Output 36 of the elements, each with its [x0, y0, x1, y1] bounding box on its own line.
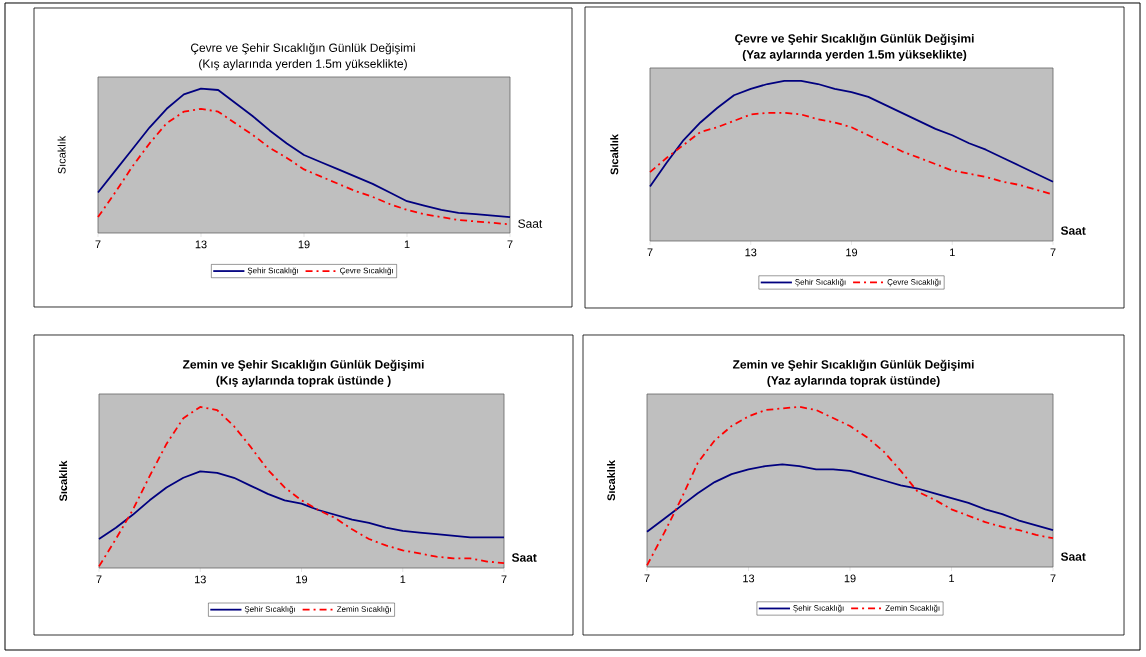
y-axis-title: Sıcaklık [57, 135, 66, 174]
x-tick-label: 7 [95, 240, 101, 249]
x-tick-label: 19 [296, 575, 308, 584]
x-tick-label: 19 [844, 574, 856, 583]
chart-title: Çevre ve Şehir Sıcaklığın Günlük Değişimi [735, 33, 974, 46]
y-axis-title: Sıcaklık [59, 460, 68, 502]
y-axis-title: Sıcaklık [607, 460, 616, 501]
x-tick-label: 7 [96, 575, 102, 584]
chart-title: Zemin ve Şehir Sıcaklığın Günlük Değişimi [732, 359, 974, 372]
x-axis-title: Saat [511, 553, 537, 562]
x-tick-label: 19 [298, 240, 310, 249]
x-tick-label: 13 [743, 574, 755, 583]
x-tick-label: 13 [745, 248, 757, 257]
x-tick-label: 7 [501, 575, 507, 584]
chart-subtitle: (Yaz aylarında yerden 1.5m yükseklikte) [742, 49, 967, 62]
x-axis-title: Saat [518, 219, 543, 228]
x-tick-label: 1 [400, 575, 406, 584]
x-tick-label: 13 [194, 575, 206, 584]
chart-title: Zemin ve Şehir Sıcaklığın Günlük Değişimi [182, 359, 424, 372]
x-tick-label: 7 [1050, 248, 1056, 257]
x-tick-label: 19 [846, 248, 858, 257]
y-axis-title: Sıcaklık [610, 134, 619, 175]
x-tick-label: 1 [949, 574, 955, 583]
chart-subtitle: (Kış aylarında toprak üstünde ) [216, 375, 391, 387]
chart-title: Çevre ve Şehir Sıcaklığın Günlük Değişimi [190, 43, 415, 55]
x-axis-title: Saat [1060, 552, 1086, 561]
x-tick-label: 7 [644, 574, 650, 583]
x-axis-title: Saat [1060, 226, 1086, 235]
x-tick-label: 1 [950, 248, 955, 257]
chart-subtitle: (Kış aylarında yerden 1.5m yükseklikte) [199, 59, 407, 71]
chart-subtitle: (Yaz aylarında toprak üstünde) [767, 375, 940, 388]
x-tick-label: 7 [647, 248, 653, 257]
x-tick-label: 7 [1050, 574, 1056, 583]
x-tick-label: 13 [195, 240, 207, 249]
x-tick-label: 7 [507, 240, 513, 249]
x-tick-label: 1 [404, 240, 410, 249]
